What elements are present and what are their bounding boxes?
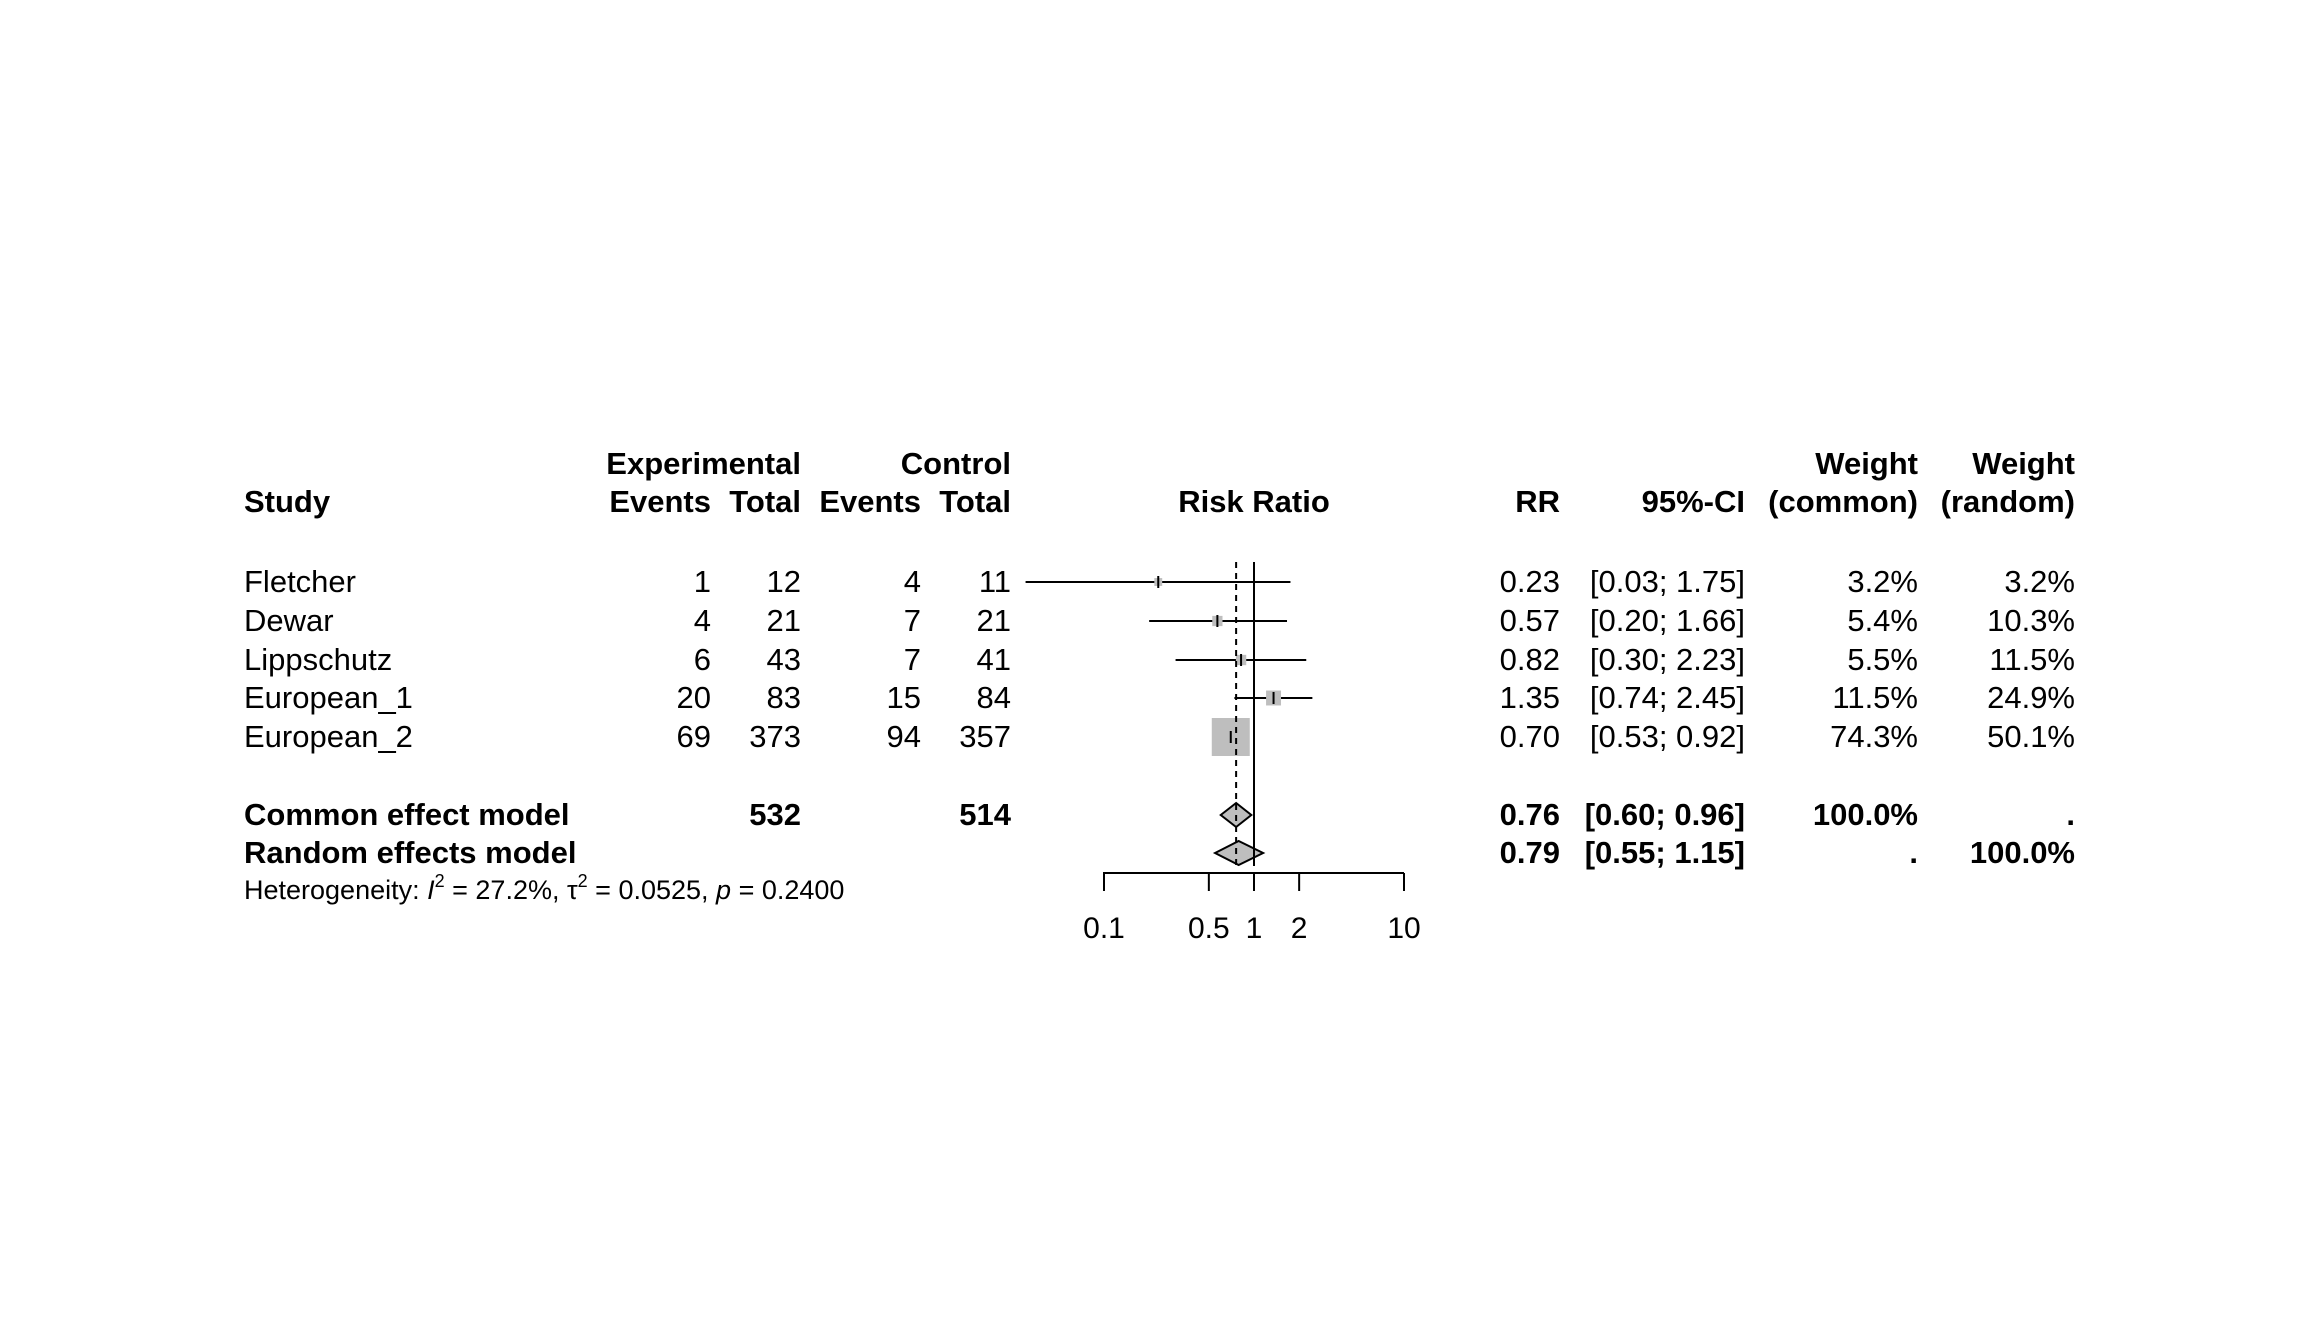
rr-value: 0.70	[1500, 719, 1560, 754]
weight-random: 11.5%	[1989, 642, 2075, 677]
header-ctrl-total: Total	[939, 484, 1011, 519]
ctrl-total: 514	[959, 797, 1011, 832]
rr-value: 0.23	[1500, 564, 1560, 599]
header-study: Study	[244, 484, 331, 519]
study-name: Fletcher	[244, 564, 356, 599]
x-tick-label: 0.5	[1188, 912, 1230, 945]
ci-value: [0.03; 1.75]	[1590, 564, 1745, 599]
weight-common: 3.2%	[1847, 564, 1918, 599]
exp-events: 6	[694, 642, 711, 677]
pooled-diamond	[1212, 839, 1266, 867]
header-weight-common: Weight	[1815, 446, 1918, 481]
rr-value: 0.57	[1500, 603, 1560, 638]
exp-total: 532	[749, 797, 801, 832]
weight-common: .	[1909, 835, 1918, 870]
plot-marks: 0.1 0.5 1 2 10	[1025, 562, 1421, 945]
tau2-superscript: 2	[578, 871, 588, 891]
header-weight-common-sub: (common)	[1768, 484, 1918, 519]
exp-total: 83	[767, 680, 801, 715]
pooled-row: Common effect model 532 514 0.76 [0.60; 0.96…	[244, 797, 2075, 832]
heterogeneity-prefix: Heterogeneity:	[244, 875, 427, 905]
weight-random: 100.0%	[1970, 835, 2075, 870]
ctrl-events: 94	[887, 719, 921, 754]
i2-value: = 27.2%,	[445, 875, 567, 905]
x-tick-label: 0.1	[1083, 912, 1125, 945]
ctrl-events: 15	[887, 680, 921, 715]
header-exp-events: Events	[609, 484, 711, 519]
study-row: European_2 69 373 94 357 0.70 [0.53; 0.92] 74.3…	[244, 719, 2075, 754]
weight-random: 24.9%	[1987, 680, 2075, 715]
x-tick-label: 1	[1246, 912, 1263, 945]
ctrl-total: 41	[977, 642, 1011, 677]
model-name: Random effects model	[244, 835, 576, 870]
study-name: Dewar	[244, 603, 334, 638]
exp-events: 1	[694, 564, 711, 599]
tau2-value: = 0.0525,	[588, 875, 716, 905]
header-risk-ratio: Risk Ratio	[1178, 484, 1330, 519]
weight-random: 3.2%	[2004, 564, 2075, 599]
header-experimental: Experimental	[606, 446, 801, 481]
exp-total: 43	[767, 642, 801, 677]
header-control: Control	[901, 446, 1011, 481]
header-weight-random: Weight	[1972, 446, 2075, 481]
study-row: European_1 20 83 15 84 1.35 [0.74; 2.45] 11.5% 2…	[244, 680, 2075, 715]
header-weight-random-sub: (random)	[1941, 484, 2075, 519]
exp-events: 4	[694, 603, 711, 638]
study-row: Lippschutz 6 43 7 41 0.82 [0.30; 2.23] 5.5% 11.5…	[244, 642, 2075, 677]
heterogeneity-text: Heterogeneity: I2 = 27.2%, τ2 = 0.0525, …	[244, 871, 844, 905]
header-exp-total: Total	[729, 484, 801, 519]
rr-value: 1.35	[1500, 680, 1560, 715]
ctrl-events: 7	[904, 603, 921, 638]
exp-total: 12	[767, 564, 801, 599]
i2-superscript: 2	[435, 871, 445, 891]
study-name: European_2	[244, 719, 413, 754]
ci-value: [0.60; 0.96]	[1585, 797, 1745, 832]
weight-random: 10.3%	[1987, 603, 2075, 638]
ci-value: [0.53; 0.92]	[1590, 719, 1745, 754]
ci-value: [0.30; 2.23]	[1590, 642, 1745, 677]
pooled-row: Random effects model 0.79 [0.55; 1.15]. 100…	[244, 835, 2075, 870]
ci-value: [0.74; 2.45]	[1590, 680, 1745, 715]
exp-events: 69	[677, 719, 711, 754]
weight-common: 5.4%	[1847, 603, 1918, 638]
pooled-rows: Common effect model 532 514 0.76 [0.60; 0.96…	[244, 797, 2075, 870]
header-ctrl-events: Events	[819, 484, 921, 519]
study-rows: Fletcher 1 12 4 11 0.23 [0.03; 1.75] 3.2% 3.2% De…	[244, 564, 2075, 754]
study-name: European_1	[244, 680, 413, 715]
weight-random: 50.1%	[1987, 719, 2075, 754]
p-symbol: p	[715, 875, 731, 905]
ci-value: [0.20; 1.66]	[1590, 603, 1745, 638]
i2-symbol: I	[427, 875, 435, 905]
ctrl-total: 357	[959, 719, 1011, 754]
ctrl-total: 84	[977, 680, 1011, 715]
ci-value: [0.55; 1.15]	[1585, 835, 1745, 870]
study-row: Dewar 4 21 7 21 0.57 [0.20; 1.66] 5.4% 10.3%	[244, 603, 2075, 638]
x-tick-label: 2	[1291, 912, 1308, 945]
weight-common: 74.3%	[1830, 719, 1918, 754]
weight-common: 5.5%	[1847, 642, 1918, 677]
rr-value: 0.79	[1500, 835, 1560, 870]
rr-value: 0.82	[1500, 642, 1560, 677]
rr-value: 0.76	[1500, 797, 1560, 832]
ctrl-events: 7	[904, 642, 921, 677]
header-ci: 95%-CI	[1642, 484, 1745, 519]
p-value: = 0.2400	[731, 875, 844, 905]
weight-common: 100.0%	[1813, 797, 1918, 832]
study-name: Lippschutz	[244, 642, 392, 677]
x-tick-label: 10	[1387, 912, 1420, 945]
exp-total: 21	[767, 603, 801, 638]
ctrl-total: 11	[979, 564, 1011, 599]
header-rr: RR	[1515, 484, 1560, 519]
weight-common: 11.5%	[1832, 680, 1918, 715]
model-name: Common effect model	[244, 797, 570, 832]
ctrl-events: 4	[904, 564, 921, 599]
column-headers: Study Experimental Control Events Total …	[244, 446, 2075, 519]
exp-events: 20	[677, 680, 711, 715]
exp-total: 373	[749, 719, 801, 754]
tau2-symbol: τ	[567, 875, 578, 905]
weight-random: .	[2066, 797, 2075, 832]
study-row: Fletcher 1 12 4 11 0.23 [0.03; 1.75] 3.2% 3.2%	[244, 564, 2075, 599]
ctrl-total: 21	[977, 603, 1011, 638]
